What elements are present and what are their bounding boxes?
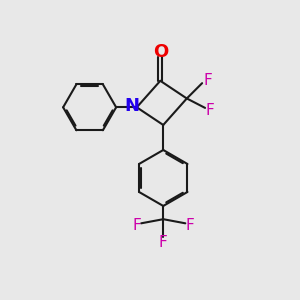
Text: F: F: [132, 218, 141, 232]
Text: F: F: [185, 218, 194, 232]
Text: N: N: [124, 97, 139, 115]
Text: O: O: [153, 43, 168, 61]
Text: F: F: [203, 73, 212, 88]
Text: F: F: [159, 235, 168, 250]
Text: F: F: [206, 103, 215, 118]
